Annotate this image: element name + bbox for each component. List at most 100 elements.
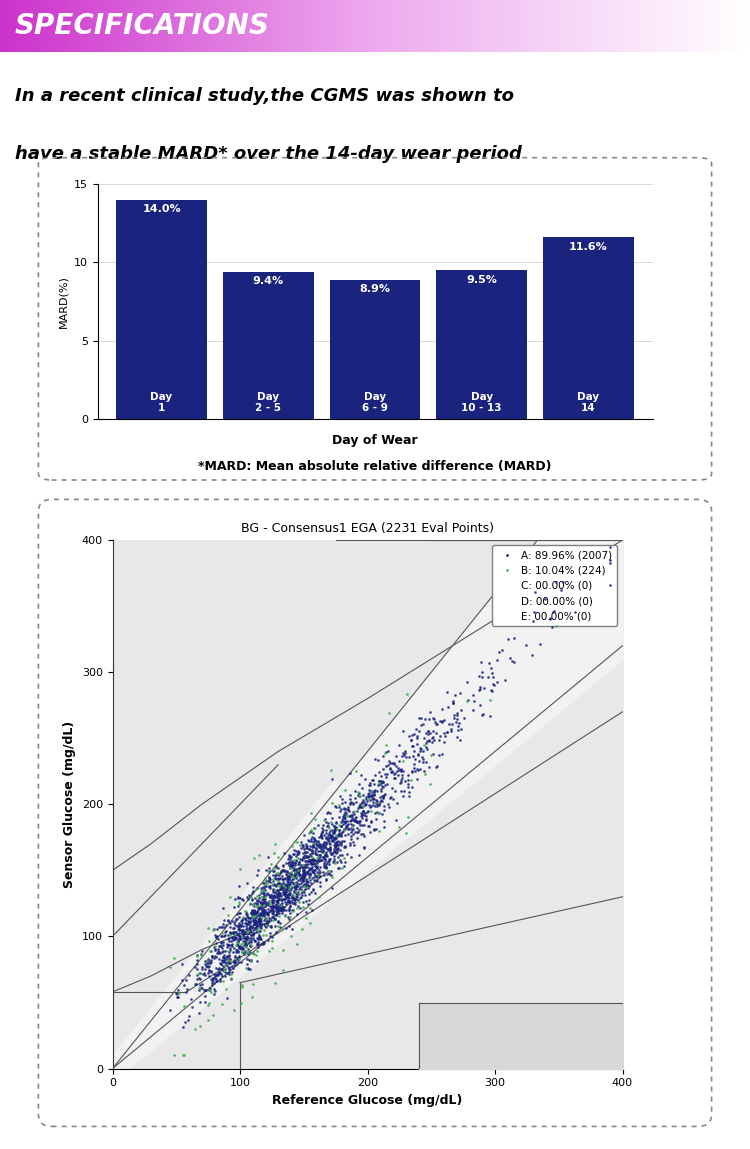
Point bbox=[336, 789, 348, 808]
Point bbox=[284, 848, 296, 866]
Point bbox=[248, 913, 259, 932]
Point bbox=[272, 864, 284, 882]
Point bbox=[231, 925, 243, 943]
Point bbox=[399, 741, 411, 759]
Point bbox=[267, 889, 279, 908]
Point bbox=[224, 888, 236, 907]
Point bbox=[262, 859, 274, 878]
Point bbox=[275, 901, 287, 919]
Point bbox=[310, 861, 322, 879]
Point bbox=[245, 953, 257, 971]
Point bbox=[295, 879, 307, 897]
Point bbox=[228, 897, 240, 916]
Point bbox=[256, 888, 268, 907]
Point bbox=[248, 932, 260, 950]
Point bbox=[206, 942, 218, 961]
Point bbox=[202, 964, 214, 982]
Point bbox=[227, 924, 239, 942]
Point bbox=[308, 828, 320, 847]
Point bbox=[298, 864, 310, 882]
Point bbox=[344, 786, 356, 804]
Point bbox=[268, 886, 280, 904]
Point bbox=[271, 900, 283, 918]
Point bbox=[262, 886, 274, 904]
Point bbox=[292, 845, 304, 863]
Point bbox=[232, 947, 244, 965]
Point bbox=[320, 843, 332, 862]
Point bbox=[272, 890, 284, 909]
Point bbox=[277, 902, 289, 920]
Point bbox=[350, 793, 361, 811]
Point bbox=[230, 928, 242, 947]
Point bbox=[346, 818, 358, 836]
Point bbox=[478, 679, 490, 697]
Point bbox=[319, 858, 331, 877]
Point bbox=[270, 858, 282, 877]
Point bbox=[263, 942, 275, 961]
Point bbox=[257, 889, 269, 908]
X-axis label: Reference Glucose (mg/dL): Reference Glucose (mg/dL) bbox=[272, 1094, 463, 1106]
Point bbox=[264, 872, 276, 890]
Point bbox=[305, 820, 317, 839]
Point bbox=[451, 704, 463, 723]
Point bbox=[248, 915, 260, 933]
Point bbox=[339, 813, 351, 832]
Point bbox=[380, 768, 392, 786]
Point bbox=[320, 827, 332, 846]
Point bbox=[242, 923, 254, 941]
Point bbox=[267, 882, 279, 901]
Point bbox=[248, 848, 259, 866]
Point bbox=[412, 761, 424, 779]
Point bbox=[411, 728, 423, 747]
Point bbox=[290, 882, 302, 901]
Point bbox=[339, 812, 351, 831]
Point bbox=[406, 737, 418, 755]
Point bbox=[409, 749, 421, 768]
Point bbox=[320, 864, 332, 882]
Point bbox=[238, 944, 250, 963]
Point bbox=[368, 786, 380, 804]
Point bbox=[244, 936, 256, 955]
Point bbox=[283, 879, 295, 897]
Point bbox=[358, 838, 370, 856]
Point bbox=[320, 830, 332, 848]
Point bbox=[305, 851, 317, 870]
Point bbox=[446, 715, 458, 733]
Point bbox=[506, 651, 518, 670]
Point bbox=[352, 776, 364, 794]
Point bbox=[293, 843, 305, 862]
Point bbox=[346, 808, 358, 826]
Point bbox=[400, 824, 412, 842]
Point bbox=[301, 877, 313, 895]
Point bbox=[218, 949, 230, 967]
Point bbox=[253, 930, 265, 948]
Legend: A: 89.96% (2007), B: 10.04% (224), C: 00.00% (0), D: 00.00% (0), E: 00.00% (0): A: 89.96% (2007), B: 10.04% (224), C: 00… bbox=[492, 546, 617, 626]
Point bbox=[277, 861, 289, 879]
Point bbox=[286, 857, 298, 876]
Point bbox=[339, 802, 351, 820]
Point bbox=[405, 731, 417, 749]
Point bbox=[232, 916, 244, 934]
Point bbox=[328, 820, 340, 839]
Point bbox=[281, 888, 293, 907]
Point bbox=[346, 805, 358, 824]
Point bbox=[222, 912, 234, 931]
Point bbox=[414, 742, 426, 761]
Point bbox=[398, 782, 410, 801]
Point bbox=[304, 854, 316, 872]
Point bbox=[211, 966, 223, 985]
Point bbox=[290, 890, 302, 909]
Point bbox=[290, 905, 302, 924]
Point bbox=[251, 895, 263, 913]
Point bbox=[385, 763, 397, 781]
Point bbox=[234, 926, 246, 944]
Point bbox=[357, 803, 369, 822]
Point bbox=[436, 712, 448, 731]
Point bbox=[324, 840, 336, 858]
Point bbox=[283, 910, 295, 928]
Point bbox=[413, 751, 424, 770]
Point bbox=[329, 854, 341, 872]
Point bbox=[272, 905, 284, 924]
Point bbox=[236, 943, 248, 962]
Point bbox=[221, 947, 233, 965]
